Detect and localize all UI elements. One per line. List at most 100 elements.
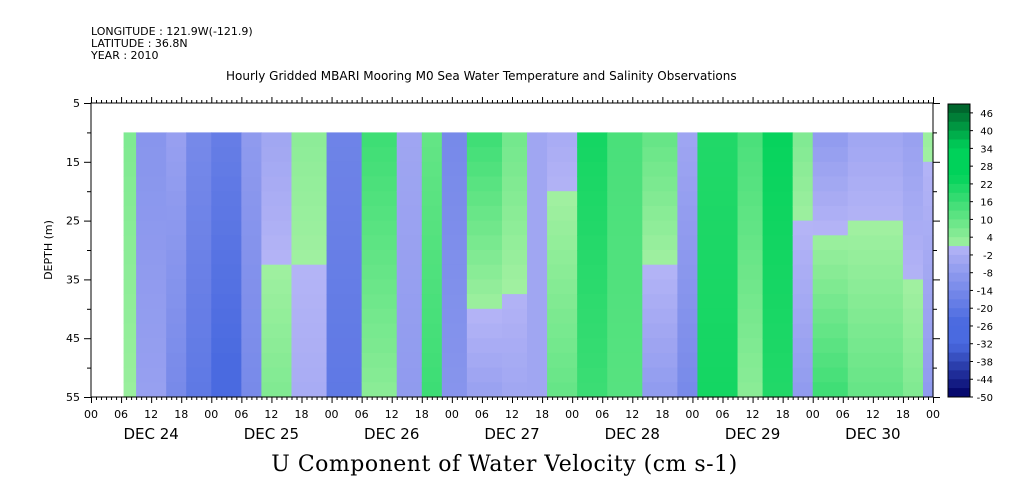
velocity-cell [361, 367, 398, 383]
velocity-cell [211, 205, 242, 222]
velocity-cell [527, 264, 548, 280]
velocity-cell [421, 294, 443, 310]
velocity-cell [466, 250, 503, 266]
y-tick-label: 55 [66, 391, 80, 404]
velocity-cell [642, 235, 678, 251]
velocity-cell [466, 161, 503, 178]
velocity-cell [922, 294, 934, 310]
velocity-cell [291, 250, 328, 266]
velocity-cell [261, 382, 293, 398]
y-tick-label: 45 [66, 332, 80, 345]
velocity-cell [697, 250, 739, 266]
velocity-cell [421, 191, 443, 207]
velocity-cell [123, 367, 137, 383]
velocity-cell [902, 176, 924, 192]
velocity-cell [812, 367, 849, 383]
velocity-cell [501, 308, 528, 325]
axis-ticks [84, 97, 940, 403]
velocity-cell [677, 176, 699, 192]
velocity-cell [922, 352, 934, 369]
velocity-cell [607, 294, 643, 310]
velocity-cell [326, 323, 363, 339]
velocity-cell [326, 191, 363, 207]
velocity-cell [261, 264, 293, 280]
velocity-cell [166, 205, 187, 222]
velocity-cell [241, 147, 263, 163]
velocity-cell [291, 367, 328, 383]
velocity-cell [421, 382, 443, 398]
velocity-cell [677, 205, 699, 222]
y-tick-label: 15 [66, 156, 80, 169]
velocity-cell [607, 205, 643, 222]
velocity-cell [501, 205, 528, 222]
velocity-cell [241, 161, 263, 178]
velocity-cell [812, 294, 849, 310]
velocity-cell [261, 279, 293, 295]
velocity-cell [547, 294, 578, 310]
velocity-cell [737, 191, 764, 207]
velocity-cell [792, 367, 814, 383]
velocity-cell [361, 220, 398, 236]
velocity-cell [123, 308, 137, 325]
velocity-cell [166, 161, 187, 178]
velocity-cell [136, 338, 167, 354]
velocity-cell [326, 250, 363, 266]
velocity-cell [577, 147, 608, 163]
velocity-cell [421, 147, 443, 163]
velocity-cell [677, 235, 699, 251]
velocity-cell [762, 147, 794, 163]
velocity-cell [241, 279, 263, 295]
velocity-cell [547, 308, 578, 325]
x-tick-label: 00 [685, 408, 699, 421]
colorbar-label: -20 [977, 304, 993, 315]
velocity-cell [922, 382, 934, 398]
velocity-cell [396, 294, 423, 310]
x-tick-label: 00 [806, 408, 820, 421]
velocity-cell [361, 176, 398, 192]
velocity-cell [396, 279, 423, 295]
velocity-cell [291, 294, 328, 310]
velocity-cell [326, 264, 363, 280]
velocity-cell [466, 132, 503, 148]
velocity-cell [361, 294, 398, 310]
velocity-cell [607, 220, 643, 236]
velocity-cell [396, 205, 423, 222]
velocity-cell [466, 382, 503, 398]
velocity-cell [792, 161, 814, 178]
velocity-cell [291, 235, 328, 251]
velocity-cell [421, 352, 443, 369]
x-tick-label: 06 [836, 408, 850, 421]
velocity-cell [326, 294, 363, 310]
velocity-cell [261, 308, 293, 325]
velocity-cell [792, 205, 814, 222]
velocity-cell [792, 323, 814, 339]
velocity-cell [211, 235, 242, 251]
velocity-cell [737, 147, 764, 163]
velocity-cell [527, 382, 548, 398]
velocity-cell [211, 279, 242, 295]
colorbar-label: 40 [980, 127, 993, 138]
velocity-cell [501, 352, 528, 369]
colorbar-swatch [948, 334, 970, 345]
velocity-cell [441, 323, 468, 339]
velocity-cell [441, 147, 468, 163]
velocity-cell [607, 279, 643, 295]
velocity-cell [361, 308, 398, 325]
velocity-cell [396, 367, 423, 383]
velocity-cell [466, 323, 503, 339]
day-label: DEC 28 [605, 425, 660, 443]
velocity-cell [166, 191, 187, 207]
velocity-cell [642, 294, 678, 310]
velocity-cell [291, 220, 328, 236]
velocity-cell [326, 220, 363, 236]
velocity-cell [211, 220, 242, 236]
velocity-cell [421, 264, 443, 280]
colorbar-swatch [948, 343, 970, 354]
colorbar-label: 10 [980, 215, 993, 226]
velocity-cell [527, 205, 548, 222]
velocity-cell [396, 264, 423, 280]
velocity-cell [677, 250, 699, 266]
colorbar-swatch [948, 228, 970, 238]
velocity-cell [792, 294, 814, 310]
velocity-cell [642, 220, 678, 236]
